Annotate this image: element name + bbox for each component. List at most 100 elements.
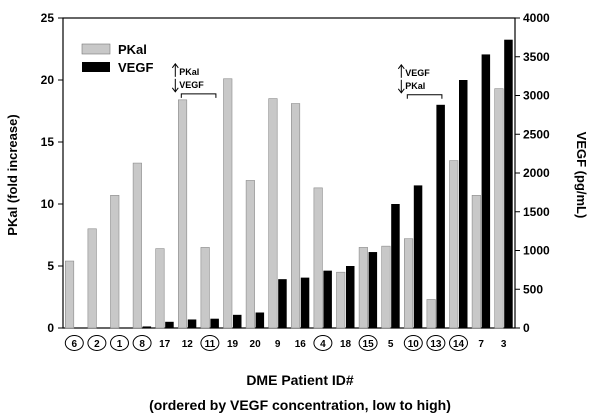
vegf-bars [142, 39, 513, 329]
category-circle [200, 335, 220, 351]
x-tick-label: 13 [430, 339, 442, 350]
bar-vegf-12 [187, 319, 197, 328]
right-tick-label: 3000 [523, 89, 550, 103]
legend-swatch-pkal [81, 43, 111, 55]
x-tick-label: 9 [275, 339, 281, 350]
left-tick-label: 20 [41, 73, 55, 87]
y-right-axis-title: VEGF (pg/mL) [574, 132, 589, 219]
x-tick-label: 14 [453, 339, 465, 350]
right-tick-label: 500 [523, 282, 543, 296]
right-tick-label: 1500 [523, 205, 550, 219]
category-circle [64, 335, 84, 351]
bar-pkal-4 [313, 187, 323, 329]
legend-label-vegf: VEGF [118, 60, 153, 75]
bar-pkal-16 [290, 103, 301, 329]
left-tick-label: 25 [41, 11, 55, 25]
left-tick-label: 5 [47, 259, 54, 273]
x-tick-label: 7 [478, 339, 484, 350]
x-tick-label: 16 [295, 339, 307, 350]
x-tick-label: 17 [159, 339, 171, 350]
x-tick-label: 4 [320, 339, 326, 350]
bar-vegf-4 [323, 270, 332, 328]
bar-vegf-15 [368, 252, 378, 328]
category-circle [87, 335, 107, 351]
category-circle [132, 335, 152, 351]
right-tick-label: 2500 [523, 127, 550, 141]
annotation-bracket [406, 94, 443, 99]
bar-pkal-1 [110, 195, 120, 329]
x-tick-label: 11 [205, 339, 216, 350]
bar-vegf-19 [233, 314, 242, 328]
bar-vegf-18 [346, 266, 355, 328]
right-axis-ticks: 0 500 1000 1500 2000 2500 3000 3500 4000 [515, 11, 550, 335]
right-tick-label: 4000 [523, 11, 550, 25]
left-axis-ticks: 0 5 10 15 20 25 [41, 11, 63, 335]
x-tick-label: 15 [363, 339, 375, 350]
y-left-axis-title: PKal (fold increase) [5, 114, 20, 235]
x-tick-label: 8 [139, 339, 145, 350]
x-tick-label: 5 [388, 339, 394, 350]
bar-pkal-8 [132, 162, 142, 329]
bar-vegf-11 [210, 318, 219, 328]
x-axis-subtitle: (ordered by VEGF concentration, low to h… [149, 397, 451, 413]
annotation-down-label: VEGF [179, 80, 204, 90]
bar-pkal-7 [471, 195, 481, 329]
bar-vegf-17 [165, 321, 174, 328]
bar-pkal-2 [87, 228, 97, 329]
category-circle [403, 335, 423, 351]
bar-vegf-20 [255, 312, 265, 328]
x-tick-label: 6 [72, 339, 78, 350]
bar-pkal-9 [268, 98, 278, 329]
bar-pkal-14 [449, 160, 459, 329]
x-tick-label: 20 [250, 339, 262, 350]
bar-pkal-15 [358, 247, 368, 329]
annotations: PKal VEGF VEGF PKal [171, 63, 443, 99]
bar-pkal-18 [336, 271, 346, 329]
pkal-bars [65, 78, 504, 329]
category-circle [358, 335, 378, 351]
x-tick-label: 19 [227, 339, 239, 350]
x-tick-label: 18 [340, 339, 352, 350]
bar-vegf-7 [481, 54, 491, 329]
bar-pkal-10 [403, 238, 414, 329]
category-circle [313, 335, 333, 351]
bar-vegf-5 [391, 204, 400, 328]
x-tick-label: 1 [117, 339, 123, 350]
left-tick-label: 10 [41, 197, 55, 211]
x-tick-label: 2 [94, 339, 100, 350]
bar-pkal-12 [178, 99, 188, 329]
bar-pkal-3 [494, 88, 504, 329]
bar-vegf-16 [300, 277, 310, 328]
bar-pkal-11 [200, 247, 210, 329]
right-tick-label: 2000 [523, 166, 550, 180]
x-tick-label: 10 [408, 339, 420, 350]
bar-vegf-13 [436, 104, 445, 328]
annotation-up-label: PKal [179, 67, 199, 77]
right-tick-label: 0 [523, 321, 530, 335]
x-tick-label: 3 [501, 339, 507, 350]
bar-pkal-19 [223, 78, 233, 329]
arrow-down-head [171, 87, 179, 93]
arrow-down-head [397, 88, 405, 94]
right-tick-label: 1000 [523, 244, 550, 258]
x-tick-label: 12 [182, 339, 194, 350]
bar-pkal-20 [245, 180, 255, 329]
left-tick-label: 0 [47, 321, 54, 335]
bar-pkal-17 [155, 248, 165, 329]
x-axis-categories: 6 2 1 8 17 12 11 19 20 9 16 4 18 15 5 10 13 14 7 3 [64, 335, 507, 351]
legend-label-pkal: PKal [118, 42, 147, 57]
arrow-up-head [171, 63, 179, 69]
bar-pkal-13 [426, 299, 436, 329]
left-tick-label: 15 [41, 135, 55, 149]
legend: PKal VEGF [81, 42, 153, 75]
category-circle [426, 335, 446, 351]
bar-vegf-9 [278, 279, 287, 328]
bar-vegf-14 [459, 80, 468, 328]
legend-swatch-vegf [82, 62, 110, 72]
bar-vegf-8 [142, 326, 152, 328]
right-tick-label: 3500 [523, 50, 550, 64]
annotation-down-label: PKal [405, 81, 425, 91]
bar-vegf-3 [504, 39, 513, 328]
bar-pkal-5 [381, 245, 391, 329]
